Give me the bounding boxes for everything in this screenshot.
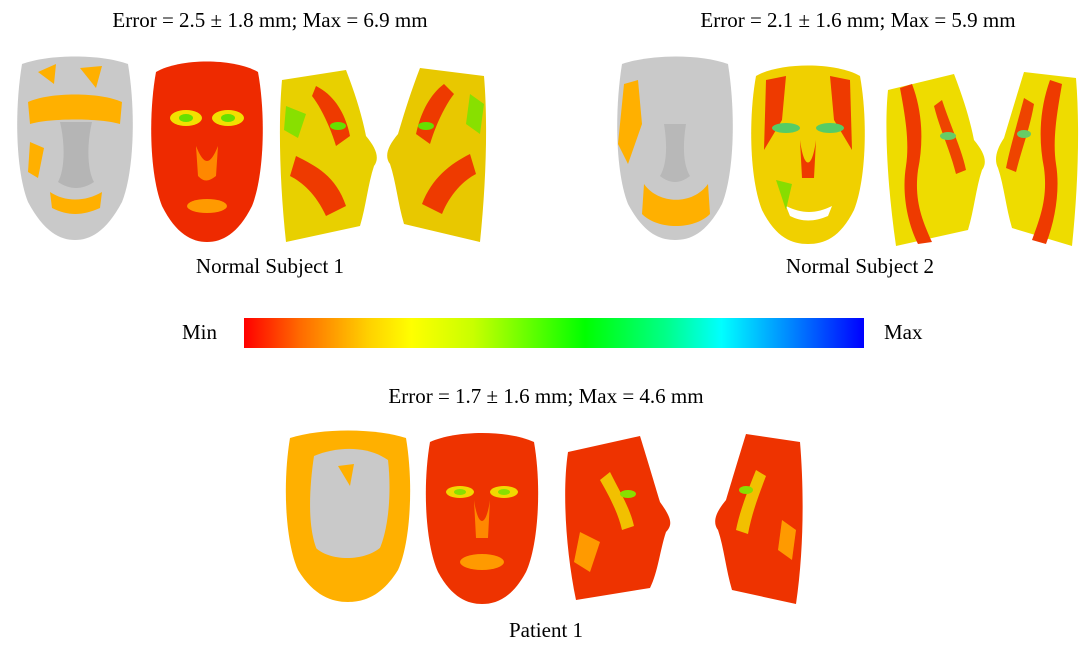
error-text-subject-2: Error = 2.1 ± 1.6 mm; Max = 5.9 mm xyxy=(700,8,1016,32)
subject-1-error-map-right xyxy=(279,70,377,242)
colorbar xyxy=(244,318,864,348)
subject-2-overlay-face xyxy=(617,56,733,240)
caption-subject-2: Normal Subject 2 xyxy=(785,254,935,278)
subject-2-error-map-left xyxy=(996,72,1079,246)
caption-patient-1: Patient 1 xyxy=(508,618,584,642)
error-text-subject-1: Error = 2.5 ± 1.8 mm; Max = 6.9 mm xyxy=(112,8,428,32)
colorbar-min-label: Min xyxy=(182,320,218,344)
colorbar-max-label: Max xyxy=(884,320,923,344)
patient-1-error-map-front xyxy=(425,433,539,604)
subject-1-error-map-left xyxy=(387,68,487,242)
patient-1-overlay-face xyxy=(285,430,411,602)
patient-1-error-map-right xyxy=(565,436,671,600)
subject-1-overlay-face xyxy=(17,56,133,240)
subject-2-error-map-front xyxy=(751,65,865,244)
subject-2-error-map-right xyxy=(886,74,985,246)
subject-1-error-map-front xyxy=(151,61,263,242)
error-text-patient-1: Error = 1.7 ± 1.6 mm; Max = 4.6 mm xyxy=(388,384,704,408)
caption-subject-1: Normal Subject 1 xyxy=(195,254,345,278)
patient-1-error-map-left xyxy=(715,434,803,604)
